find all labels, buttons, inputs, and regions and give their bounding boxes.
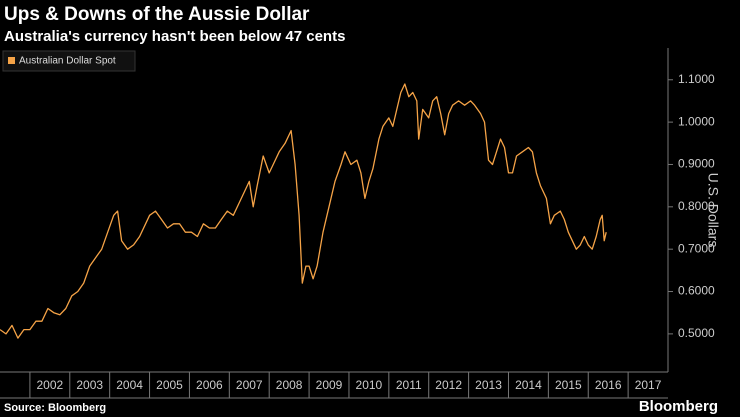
source: Source: Bloomberg xyxy=(4,402,106,414)
y-tick-label: 1.0000 xyxy=(678,114,715,128)
x-tick-label: 2006 xyxy=(196,378,223,392)
x-tick-label: 2017 xyxy=(635,378,662,392)
x-tick-label: 2015 xyxy=(555,378,582,392)
brand: Bloomberg xyxy=(639,398,718,415)
x-tick-label: 2012 xyxy=(435,378,462,392)
x-tick-label: 2003 xyxy=(76,378,103,392)
x-tick-label: 2007 xyxy=(236,378,263,392)
chart-title: Ups & Downs of the Aussie Dollar xyxy=(4,4,310,25)
legend-box xyxy=(2,50,136,72)
x-tick-label: 2008 xyxy=(276,378,303,392)
x-tick-label: 2010 xyxy=(356,378,383,392)
chart-subtitle: Australia's currency hasn't been below 4… xyxy=(4,28,345,45)
y-tick-label: 0.7000 xyxy=(678,241,715,255)
x-tick-label: 2009 xyxy=(316,378,343,392)
x-tick-label: 2004 xyxy=(116,378,143,392)
x-tick-label: 2013 xyxy=(475,378,502,392)
x-tick-label: 2014 xyxy=(515,378,542,392)
y-tick-label: 0.5000 xyxy=(678,326,715,340)
y-tick-label: 1.1000 xyxy=(678,72,715,86)
legend-label: Australian Dollar Spot xyxy=(19,56,116,67)
x-tick-label: 2005 xyxy=(156,378,183,392)
series-line xyxy=(0,83,607,339)
x-tick-label: 2016 xyxy=(595,378,622,392)
y-tick-label: 0.9000 xyxy=(678,157,715,171)
y-tick-label: 0.8000 xyxy=(678,199,715,213)
y-tick-label: 0.6000 xyxy=(678,284,715,298)
x-tick-label: 2011 xyxy=(396,378,422,392)
legend-swatch xyxy=(8,57,15,64)
x-tick-label: 2002 xyxy=(36,378,63,392)
y-axis-label: U.S. Dollars xyxy=(705,173,721,248)
